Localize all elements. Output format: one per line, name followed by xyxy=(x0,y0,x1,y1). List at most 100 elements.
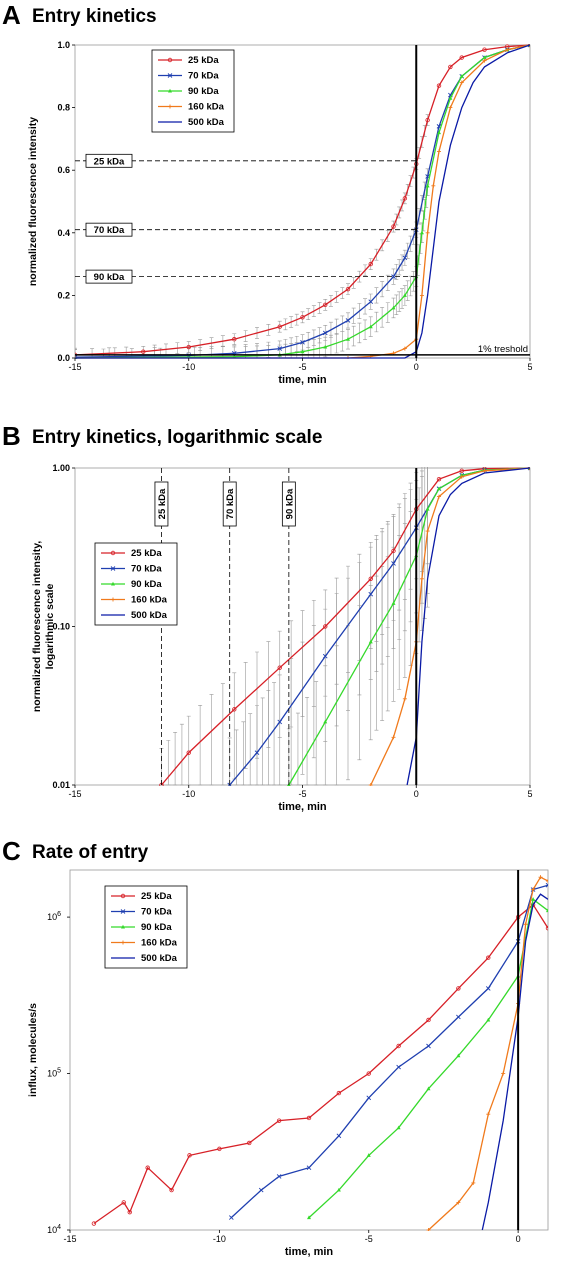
data-point xyxy=(501,1071,506,1076)
y-axis-label-line2: logarithmic scale xyxy=(44,583,56,669)
error-bar xyxy=(255,705,259,786)
x-tick-label: 0 xyxy=(414,362,419,372)
chart-b: -15 -10 -5 0 5 time, min 0.01 0.10 1.00 normalize… xyxy=(31,463,533,813)
error-bar xyxy=(314,681,319,786)
data-point xyxy=(426,1228,431,1231)
x-tick-label: 5 xyxy=(527,362,532,372)
data-point xyxy=(456,1200,461,1205)
data-point xyxy=(277,665,282,670)
series-line-70-kDa xyxy=(230,884,548,1219)
data-point xyxy=(323,719,328,724)
data-point xyxy=(402,255,408,261)
error-bar xyxy=(209,694,214,786)
data-point xyxy=(368,261,373,267)
data-point xyxy=(546,908,548,913)
error-bar xyxy=(234,729,239,786)
reference-label-box xyxy=(281,481,296,527)
y-axis-label: normalized fluorescence intensity, xyxy=(31,541,43,712)
data-point xyxy=(336,1187,341,1192)
reference-label: 90 kDa xyxy=(94,272,125,283)
data-point xyxy=(531,897,536,901)
data-point xyxy=(391,601,396,605)
y-tick-label: 106 xyxy=(47,911,61,922)
data-point xyxy=(402,696,407,701)
data-point xyxy=(402,196,408,201)
legend-entry: 500 kDa xyxy=(188,117,225,128)
data-point xyxy=(345,318,351,323)
data-point xyxy=(426,1043,431,1049)
data-point xyxy=(276,1174,282,1179)
y-tick-label: 0.0 xyxy=(57,353,70,363)
reference-label: 70 kDa xyxy=(94,225,125,236)
data-point xyxy=(336,1090,342,1096)
error-bar xyxy=(346,625,350,781)
error-bar xyxy=(300,641,305,775)
data-point xyxy=(121,940,125,945)
data-point xyxy=(437,486,441,491)
data-point xyxy=(186,344,191,350)
data-point xyxy=(277,346,283,351)
legend-entry: 160 kDa xyxy=(131,595,168,606)
x-axis-label: time, min xyxy=(278,374,327,386)
data-point xyxy=(448,105,453,110)
x-axis-label: time, min xyxy=(285,1246,334,1258)
panel-a-title: Entry kinetics xyxy=(32,6,157,27)
data-point xyxy=(368,299,374,304)
error-bars xyxy=(159,467,430,786)
error-bar xyxy=(323,665,328,786)
legend-entry: 160 kDa xyxy=(188,102,225,113)
data-point xyxy=(471,1180,476,1185)
error-bar xyxy=(385,556,390,712)
error-bar xyxy=(179,723,184,786)
data-point xyxy=(145,1165,150,1170)
error-bar xyxy=(391,546,396,702)
reference-label-box xyxy=(85,222,133,237)
data-point xyxy=(300,340,305,345)
data-point xyxy=(169,1187,174,1193)
data-point xyxy=(486,1017,491,1022)
error-bar xyxy=(260,697,265,786)
data-point xyxy=(425,529,430,534)
plot-area xyxy=(74,44,531,359)
error-bar xyxy=(266,345,271,359)
x-tick-label: -5 xyxy=(365,1234,373,1244)
data-point xyxy=(459,55,464,60)
data-point xyxy=(254,750,260,755)
panel-c-title: Rate of entry xyxy=(32,842,149,863)
x-tick-label: 0 xyxy=(414,789,419,799)
data-point xyxy=(437,149,441,154)
data-point xyxy=(459,74,464,78)
data-point xyxy=(436,476,442,482)
chart-c: -15 -10 -5 0 time, min 104 105 106 influx, molec… xyxy=(27,869,549,1258)
y-tick-label: 0.01 xyxy=(52,780,70,790)
y-tick-label: 0.4 xyxy=(57,228,70,238)
legend-entry: 500 kDa xyxy=(141,953,178,964)
x-tick-label: -15 xyxy=(68,362,81,372)
series-line-90-kDa xyxy=(75,44,530,359)
reference-label-box xyxy=(222,481,237,527)
legend-entry: 25 kDa xyxy=(131,548,162,559)
x-tick-label: 0 xyxy=(516,1234,521,1244)
reference-label: 25 kDa xyxy=(94,156,125,167)
data-point xyxy=(110,550,116,556)
reference-label-box xyxy=(85,269,133,284)
error-bar xyxy=(295,712,300,786)
data-point xyxy=(391,224,396,229)
panel-b-title: Entry kinetics, logarithmic scale xyxy=(32,427,322,448)
y-tick-label: 1.00 xyxy=(52,463,70,473)
panel-c-letter: C xyxy=(2,836,21,866)
data-point xyxy=(368,639,373,644)
error-bar xyxy=(402,523,407,678)
panel-a-letter: A xyxy=(2,0,21,30)
y-tick-label: 0.10 xyxy=(52,622,70,632)
reference-label-box xyxy=(85,153,133,168)
data-point xyxy=(482,468,487,473)
data-point xyxy=(425,230,430,235)
data-point xyxy=(368,576,373,581)
error-bar xyxy=(374,575,379,731)
data-point xyxy=(229,1215,234,1220)
error-bar xyxy=(227,737,232,786)
data-point xyxy=(436,83,442,88)
y-axis-label: normalized fluorescence intensity xyxy=(27,117,39,286)
error-bar xyxy=(198,705,203,786)
